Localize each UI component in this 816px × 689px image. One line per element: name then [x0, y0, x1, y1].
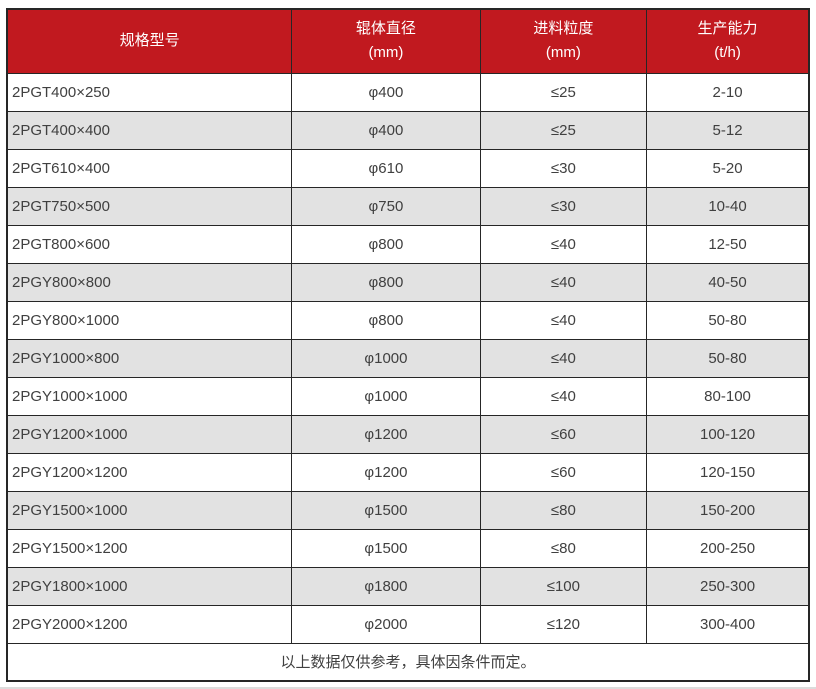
column-header-capacity: 生产能力 (t/h) — [646, 8, 810, 74]
column-header-spec-model: 规格型号 — [6, 8, 293, 74]
table-row: 2PGT750×500 φ750 ≤30 10-40 — [6, 186, 810, 226]
model-cell: 2PGY1000×1000 — [6, 376, 293, 416]
value-cell: 80-100 — [646, 376, 810, 416]
value-cell: 5-12 — [646, 110, 810, 150]
spec-table-header: 规格型号 辊体直径 (mm) 进料粒度 (mm) 生产能力 (t/h) — [6, 8, 810, 74]
table-row: 2PGT400×250 φ400 ≤25 2-10 — [6, 72, 810, 112]
table-row: 2PGY1200×1000 φ1200 ≤60 100-120 — [6, 414, 810, 454]
value-cell: 5-20 — [646, 148, 810, 188]
value-cell: 120-150 — [646, 452, 810, 492]
value-cell: φ1000 — [291, 338, 481, 378]
value-cell: φ1000 — [291, 376, 481, 416]
model-cell: 2PGT400×400 — [6, 110, 293, 150]
value-cell: φ800 — [291, 262, 481, 302]
model-cell: 2PGY1500×1200 — [6, 528, 293, 568]
spec-table: 规格型号 辊体直径 (mm) 进料粒度 (mm) 生产能力 (t/h) 2PGT… — [6, 8, 810, 682]
spec-table-footer: 以上数据仅供参考，具体因条件而定。 — [6, 642, 810, 682]
column-header-roller-diameter: 辊体直径 (mm) — [291, 8, 481, 74]
column-header-feed-size: 进料粒度 (mm) — [479, 8, 648, 74]
value-cell: φ800 — [291, 224, 481, 264]
column-unit: (mm) — [368, 44, 404, 62]
value-cell: ≤40 — [479, 376, 648, 416]
footer-row: 以上数据仅供参考，具体因条件而定。 — [6, 642, 810, 682]
value-cell: φ1500 — [291, 528, 481, 568]
footer-note: 以上数据仅供参考，具体因条件而定。 — [6, 642, 810, 682]
value-cell: 12-50 — [646, 224, 810, 264]
table-row: 2PGY1000×1000 φ1000 ≤40 80-100 — [6, 376, 810, 416]
header-row: 规格型号 辊体直径 (mm) 进料粒度 (mm) 生产能力 (t/h) — [6, 8, 810, 74]
value-cell: φ750 — [291, 186, 481, 226]
value-cell: φ610 — [291, 148, 481, 188]
column-unit: (t/h) — [714, 44, 741, 62]
value-cell: ≤60 — [479, 452, 648, 492]
column-title: 进料粒度 — [533, 20, 594, 38]
value-cell: φ400 — [291, 110, 481, 150]
value-cell: ≤30 — [479, 186, 648, 226]
value-cell: ≤30 — [479, 148, 648, 188]
value-cell: 200-250 — [646, 528, 810, 568]
table-row: 2PGY2000×1200 φ2000 ≤120 300-400 — [6, 604, 810, 644]
value-cell: ≤100 — [479, 566, 648, 606]
value-cell: φ1500 — [291, 490, 481, 530]
model-cell: 2PGY800×1000 — [6, 300, 293, 340]
value-cell: ≤40 — [479, 224, 648, 264]
value-cell: 40-50 — [646, 262, 810, 302]
model-cell: 2PGY2000×1200 — [6, 604, 293, 644]
value-cell: ≤60 — [479, 414, 648, 454]
value-cell: ≤40 — [479, 338, 648, 378]
model-cell: 2PGT800×600 — [6, 224, 293, 264]
model-cell: 2PGY1200×1200 — [6, 452, 293, 492]
table-row: 2PGY1000×800 φ1000 ≤40 50-80 — [6, 338, 810, 378]
model-cell: 2PGT750×500 — [6, 186, 293, 226]
table-row: 2PGY1500×1000 φ1500 ≤80 150-200 — [6, 490, 810, 530]
column-title: 规格型号 — [119, 32, 180, 50]
table-row: 2PGT400×400 φ400 ≤25 5-12 — [6, 110, 810, 150]
value-cell: ≤120 — [479, 604, 648, 644]
column-unit: (mm) — [545, 44, 581, 62]
table-row: 2PGT610×400 φ610 ≤30 5-20 — [6, 148, 810, 188]
table-row: 2PGY800×800 φ800 ≤40 40-50 — [6, 262, 810, 302]
spec-table-body: 2PGT400×250 φ400 ≤25 2-10 2PGT400×400 φ400 ≤25… — [6, 72, 810, 644]
model-cell: 2PGT610×400 — [6, 148, 293, 188]
value-cell: φ1800 — [291, 566, 481, 606]
model-cell: 2PGY1500×1000 — [6, 490, 293, 530]
value-cell: ≤40 — [479, 262, 648, 302]
value-cell: φ2000 — [291, 604, 481, 644]
value-cell: ≤80 — [479, 490, 648, 530]
table-row: 2PGY1200×1200 φ1200 ≤60 120-150 — [6, 452, 810, 492]
value-cell: 150-200 — [646, 490, 810, 530]
table-row: 2PGY1800×1000 φ1800 ≤100 250-300 — [6, 566, 810, 606]
value-cell: φ800 — [291, 300, 481, 340]
value-cell: 100-120 — [646, 414, 810, 454]
table-row: 2PGT800×600 φ800 ≤40 12-50 — [6, 224, 810, 264]
model-cell: 2PGY1800×1000 — [6, 566, 293, 606]
page-bottom-divider — [0, 687, 816, 689]
column-title: 生产能力 — [697, 20, 758, 38]
value-cell: ≤25 — [479, 72, 648, 112]
value-cell: 50-80 — [646, 338, 810, 378]
value-cell: 2-10 — [646, 72, 810, 112]
model-cell: 2PGY800×800 — [6, 262, 293, 302]
column-title: 辊体直径 — [355, 20, 416, 38]
value-cell: ≤25 — [479, 110, 648, 150]
value-cell: 10-40 — [646, 186, 810, 226]
value-cell: 300-400 — [646, 604, 810, 644]
table-row: 2PGY1500×1200 φ1500 ≤80 200-250 — [6, 528, 810, 568]
table-row: 2PGY800×1000 φ800 ≤40 50-80 — [6, 300, 810, 340]
value-cell: φ400 — [291, 72, 481, 112]
value-cell: ≤40 — [479, 300, 648, 340]
value-cell: φ1200 — [291, 452, 481, 492]
value-cell: 50-80 — [646, 300, 810, 340]
value-cell: 250-300 — [646, 566, 810, 606]
model-cell: 2PGY1000×800 — [6, 338, 293, 378]
value-cell: φ1200 — [291, 414, 481, 454]
value-cell: ≤80 — [479, 528, 648, 568]
model-cell: 2PGT400×250 — [6, 72, 293, 112]
model-cell: 2PGY1200×1000 — [6, 414, 293, 454]
